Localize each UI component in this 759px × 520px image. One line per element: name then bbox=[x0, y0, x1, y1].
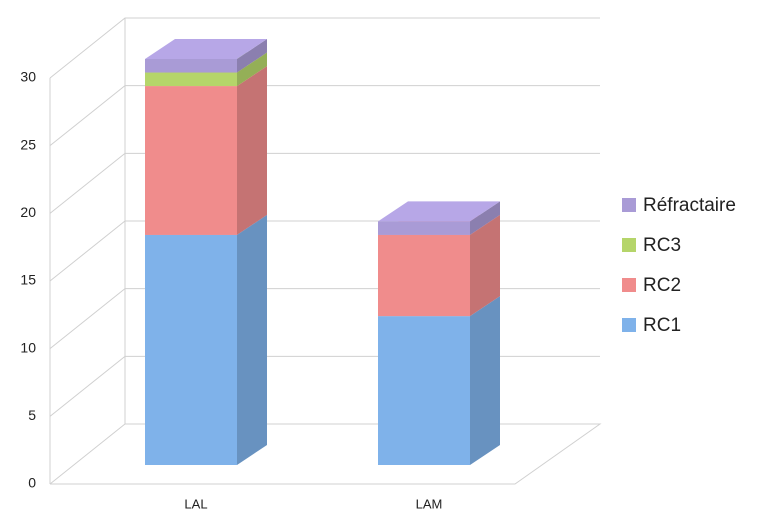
bar-side bbox=[470, 201, 500, 235]
grid-line bbox=[49, 85, 600, 147]
bar-side bbox=[237, 66, 267, 235]
grid-line bbox=[49, 152, 600, 214]
legend-label: RC3 bbox=[643, 235, 681, 256]
legend-swatch bbox=[622, 198, 636, 212]
grid-line bbox=[49, 288, 600, 350]
y-tick-label: 10 bbox=[20, 339, 36, 355]
bar-top bbox=[378, 201, 500, 222]
grid-line bbox=[49, 17, 600, 79]
bar-front bbox=[145, 234, 237, 465]
bar-top bbox=[145, 39, 267, 59]
legend-label: Réfractaire bbox=[643, 195, 736, 216]
bar-side bbox=[237, 52, 267, 87]
y-tick-label: 15 bbox=[20, 272, 36, 288]
bar-front bbox=[145, 72, 237, 87]
x-tick-label: LAM bbox=[416, 496, 443, 511]
x-tick-label: LAL bbox=[184, 496, 207, 511]
bar-front bbox=[378, 221, 470, 235]
legend-swatch bbox=[622, 318, 636, 332]
y-tick-label: 25 bbox=[20, 136, 36, 152]
legend-swatch bbox=[622, 238, 636, 252]
bar-side bbox=[237, 39, 267, 73]
grid-line bbox=[49, 220, 600, 282]
legend-label: RC2 bbox=[643, 275, 681, 296]
bar-front bbox=[145, 59, 237, 73]
y-tick-label: 5 bbox=[28, 407, 36, 423]
bar-side bbox=[470, 296, 500, 465]
grid-line bbox=[49, 355, 600, 417]
floor bbox=[50, 423, 602, 485]
bar-front bbox=[378, 316, 470, 465]
legend-label: RC1 bbox=[643, 315, 681, 336]
y-tick-label: 20 bbox=[20, 204, 36, 220]
y-tick-label: 30 bbox=[20, 69, 36, 85]
y-tick-label: 0 bbox=[28, 475, 36, 491]
bar-side bbox=[237, 214, 267, 465]
legend-swatch bbox=[622, 278, 636, 292]
bar-front bbox=[378, 234, 470, 317]
grid-line bbox=[49, 423, 600, 485]
bar-side bbox=[470, 214, 500, 317]
bar-front bbox=[145, 86, 237, 235]
